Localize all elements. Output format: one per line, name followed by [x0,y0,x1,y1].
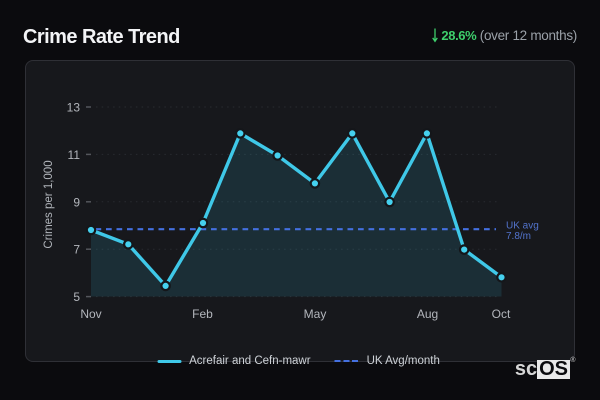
svg-text:7: 7 [73,243,80,257]
svg-text:Nov: Nov [80,307,101,321]
svg-text:Crimes per 1,000: Crimes per 1,000 [43,160,55,248]
svg-text:May: May [304,307,327,321]
svg-text:11: 11 [68,148,81,162]
svg-text:13: 13 [67,101,81,115]
svg-text:Aug: Aug [417,307,438,321]
svg-text:9: 9 [73,195,80,209]
svg-text:5: 5 [73,290,80,304]
svg-text:UK avg: UK avg [506,221,539,232]
svg-text:Feb: Feb [192,307,213,321]
svg-text:7.8/m: 7.8/m [506,231,531,242]
svg-text:Oct: Oct [492,307,511,321]
